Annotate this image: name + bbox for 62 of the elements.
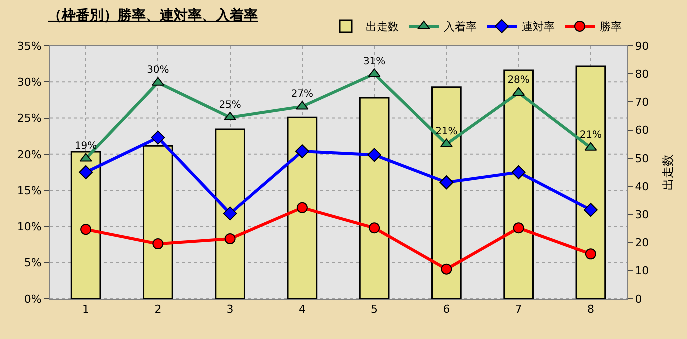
point <box>369 222 380 234</box>
y2-tick-label: 60 <box>635 124 650 138</box>
point <box>295 144 310 159</box>
point <box>224 234 236 244</box>
bar <box>432 86 462 299</box>
bar <box>215 128 246 299</box>
y-tick-label: 5% <box>24 256 42 270</box>
y2-tick-label: 10 <box>635 264 650 278</box>
data-label: 27% <box>291 88 314 100</box>
y-tick-label: 25% <box>17 112 42 126</box>
point <box>80 224 92 236</box>
y-tick-label: 35% <box>17 40 42 53</box>
y2-tick-label: 70 <box>635 96 650 110</box>
data-label: 19% <box>74 141 98 152</box>
x-tick-label: 2 <box>154 303 162 316</box>
point <box>512 166 526 180</box>
y-tick-label: 20% <box>17 148 42 162</box>
y-tick-label: 0% <box>24 292 42 306</box>
y2-tick-label: 30 <box>635 208 650 222</box>
data-label: 30% <box>147 65 170 76</box>
point <box>368 148 382 162</box>
y2-tick-label: 90 <box>635 40 650 53</box>
x-tick-label: 1 <box>82 303 90 316</box>
bar <box>359 97 390 299</box>
data-label: 28% <box>508 75 530 86</box>
point <box>584 203 598 218</box>
point <box>440 176 454 190</box>
x-tick-label: 8 <box>587 303 594 316</box>
legend-label: 連対率 <box>522 20 555 34</box>
y2-tick-label: 20 <box>635 236 650 250</box>
x-tick-label: 4 <box>298 303 306 316</box>
legend-label: 入着率 <box>444 20 477 34</box>
x-tick-label: 3 <box>226 303 234 316</box>
y-tick-label: 10% <box>17 220 42 234</box>
y2-tick-label: 40 <box>635 180 650 194</box>
y-tick-label: 15% <box>17 184 42 198</box>
bar <box>504 70 534 299</box>
point <box>513 222 524 234</box>
x-tick-label: 5 <box>371 303 378 316</box>
point <box>152 238 164 250</box>
data-label: 31% <box>363 56 386 68</box>
point <box>441 264 452 275</box>
point <box>151 130 166 145</box>
bar <box>70 151 102 299</box>
data-label: 21% <box>436 126 458 138</box>
point <box>79 166 94 180</box>
legend-label: 出走数 <box>366 20 399 34</box>
y2-axis-title: 出走数 <box>661 154 676 190</box>
x-tick-label: 7 <box>515 303 522 316</box>
point <box>296 202 308 214</box>
bar <box>287 116 318 299</box>
legend-label: 勝率 <box>600 20 622 34</box>
y2-tick-label: 0 <box>635 292 642 306</box>
y-tick-label: 30% <box>17 76 42 89</box>
point <box>585 248 596 260</box>
x-tick-label: 6 <box>443 303 450 316</box>
data-label: 25% <box>219 100 242 111</box>
data-label: 21% <box>580 130 602 142</box>
point <box>223 206 238 221</box>
bar <box>576 66 606 299</box>
y2-tick-label: 50 <box>635 152 650 166</box>
y2-tick-label: 80 <box>635 68 650 81</box>
